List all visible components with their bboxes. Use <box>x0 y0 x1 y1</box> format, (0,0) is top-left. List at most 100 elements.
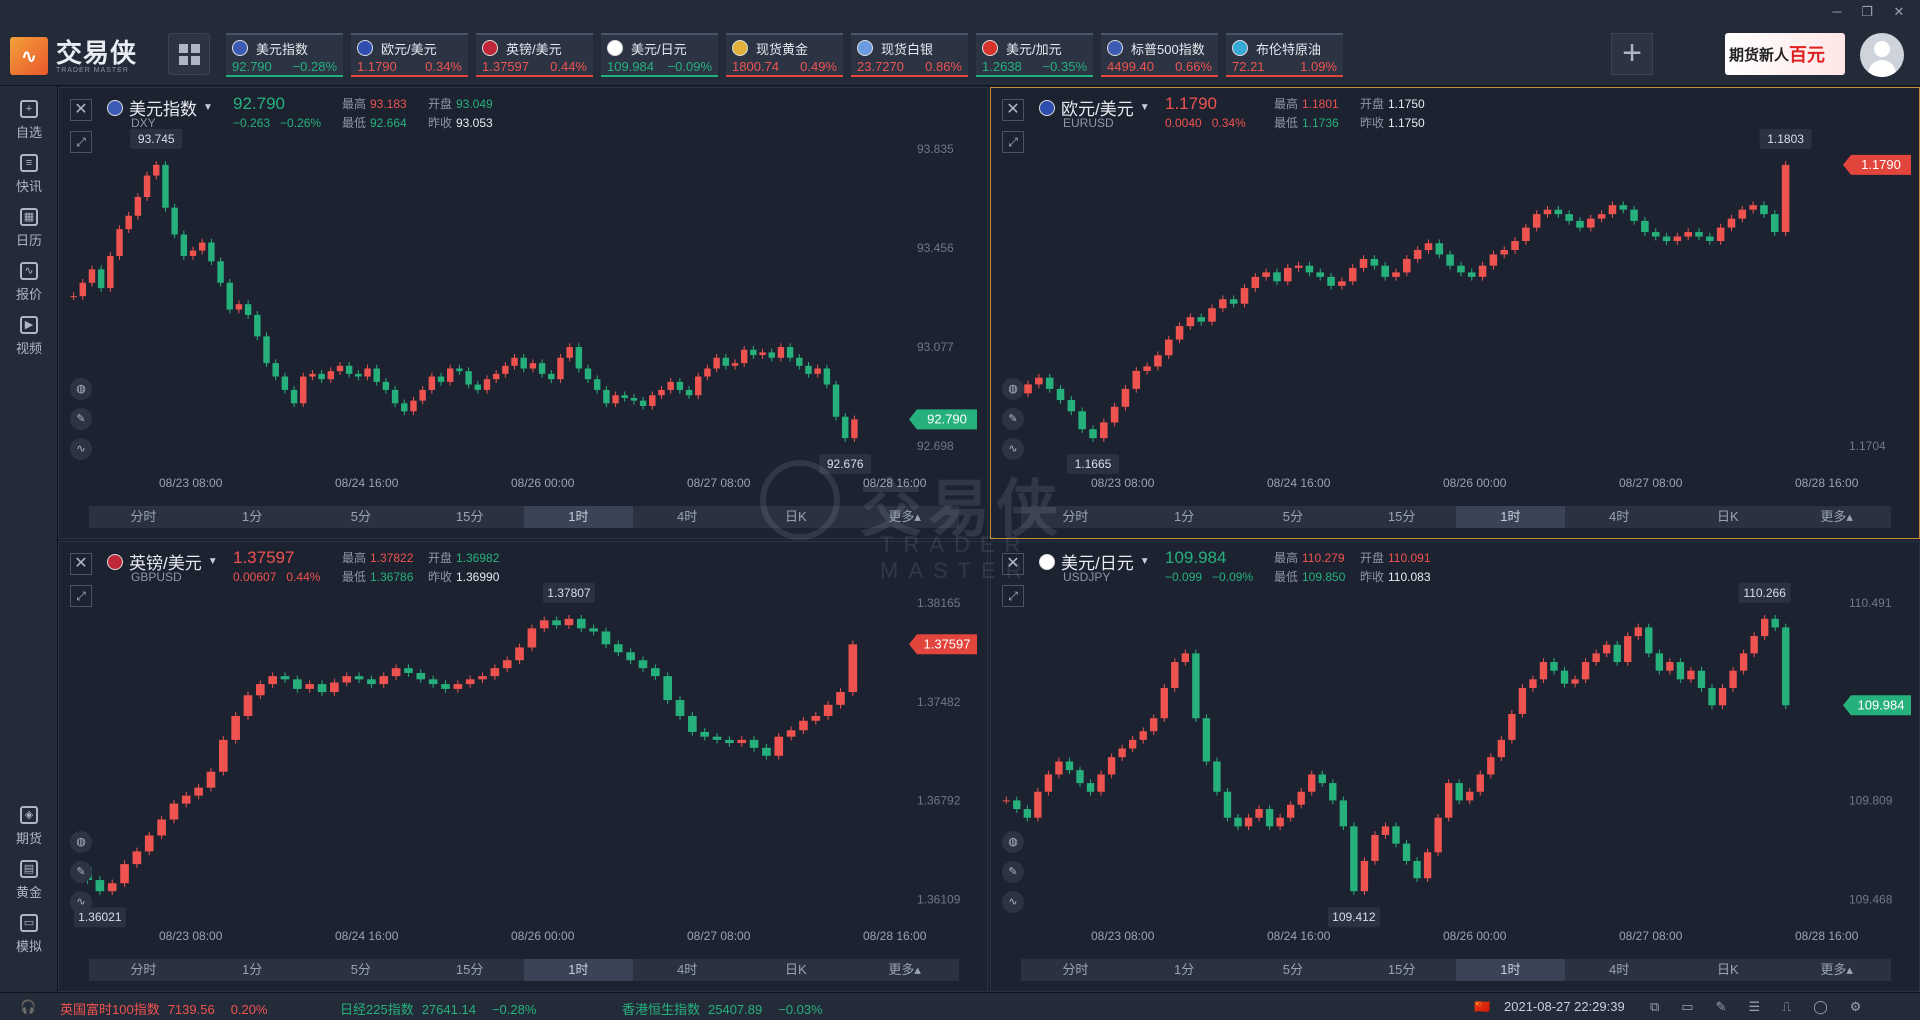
timeframe-tab[interactable]: 日K <box>1717 962 1739 977</box>
timeframe-tab[interactable]: 更多▴ <box>1820 962 1853 977</box>
draw-icon[interactable]: ✎ <box>70 408 92 430</box>
chart-panel[interactable]: 1.1704 08/23 08:00 08/24 16:00 08/26 00:00 0… <box>990 87 1920 539</box>
timeframe-tab[interactable]: 日K <box>785 962 807 977</box>
user-avatar[interactable] <box>1860 33 1904 77</box>
candle-body <box>685 389 693 396</box>
quote-card[interactable]: 标普500指数 4499.40 0.66% <box>1101 33 1218 77</box>
timeframe-tab[interactable]: 4时 <box>1609 509 1630 524</box>
timeframe-tab[interactable]: 4时 <box>1609 962 1630 977</box>
candle-body <box>1571 679 1579 684</box>
timeframe-tab[interactable]: 15分 <box>455 962 484 977</box>
quote-card[interactable]: 现货黄金 1800.74 0.49% <box>726 33 843 77</box>
quote-card[interactable]: 美元/加元 1.2638 −0.35% <box>976 33 1093 77</box>
timeframe-tab[interactable]: 1时 <box>524 506 633 528</box>
timeframe-tab[interactable]: 1时 <box>1456 959 1565 981</box>
chart-type-icon[interactable]: ∿ <box>1002 438 1024 460</box>
expand-icon[interactable]: ⤢ <box>70 131 92 153</box>
symbol-selector[interactable]: 英镑/美元 ▼ <box>107 549 218 574</box>
candle-body <box>1044 774 1053 792</box>
draw-icon[interactable]: ✎ <box>70 861 92 883</box>
draw-icon[interactable]: ✎ <box>1002 408 1024 430</box>
chart-panel[interactable]: 1.38165 1.37482 1.36792 1.36109 08/23 08:00 0… <box>58 541 988 992</box>
indicator-icon[interactable]: ◍ <box>1002 378 1024 400</box>
timeframe-tab[interactable]: 4时 <box>677 962 698 977</box>
expand-icon[interactable]: ⤢ <box>70 585 92 607</box>
quote-card[interactable]: 英镑/美元 1.37597 0.44% <box>476 33 593 77</box>
timeframe-tab[interactable]: 1时 <box>1456 506 1565 528</box>
restore-button[interactable]: ❐ <box>1861 4 1873 19</box>
timeframe-tab[interactable]: 分时 <box>1062 962 1089 977</box>
quote-card[interactable]: 布伦特原油 72.21 1.09% <box>1226 33 1343 77</box>
timeframe-tab[interactable]: 1时 <box>524 959 633 981</box>
timeframe-tab[interactable]: 15分 <box>1387 509 1416 524</box>
sidebar-item-期货[interactable]: ◈ 期货 <box>0 806 58 847</box>
timeframe-tab[interactable]: 日K <box>1717 509 1739 524</box>
layout-grid-button[interactable] <box>168 33 210 75</box>
timeframe-tab[interactable]: 分时 <box>130 962 157 977</box>
chart-type-icon[interactable]: ∿ <box>70 891 92 913</box>
sidebar-item-黄金[interactable]: ▤ 黄金 <box>0 860 58 901</box>
timeframe-tab[interactable]: 1分 <box>1174 962 1195 977</box>
timeframe-tab[interactable]: 15分 <box>1387 962 1416 977</box>
quote-card[interactable]: 美元/日元 109.984 −0.09% <box>601 33 718 77</box>
indicator-icon[interactable]: ◍ <box>70 378 92 400</box>
status-index[interactable]: 香港恒生指数 25407.89 −0.03% <box>622 999 839 1018</box>
indicator-icon[interactable]: ◍ <box>70 831 92 853</box>
price-stats: 最高 110.279 开盘 110.091 最低 109.850 昨收 110.083 <box>1274 549 1504 587</box>
close-panel-button[interactable]: ✕ <box>1002 99 1024 121</box>
indicator-icon[interactable]: ◍ <box>1002 831 1024 853</box>
app-logo[interactable]: ∿ 交易侠 TRADER MASTER <box>10 36 170 76</box>
timeframe-tab[interactable]: 日K <box>785 509 807 524</box>
sidebar-item-报价[interactable]: ∿ 报价 <box>0 262 58 303</box>
timeframe-tab[interactable]: 5分 <box>1282 509 1303 524</box>
expand-icon[interactable]: ⤢ <box>1002 131 1024 153</box>
close-panel-button[interactable]: ✕ <box>1002 553 1024 575</box>
timeframe-tab[interactable]: 1分 <box>242 509 263 524</box>
quote-card[interactable]: 欧元/美元 1.1790 0.34% <box>351 33 468 77</box>
timeframe-tab[interactable]: 5分 <box>350 962 371 977</box>
x-tick-label: 08/24 16:00 <box>1267 929 1331 943</box>
status-index[interactable]: 英国富时100指数 7139.56 0.20% <box>60 999 284 1018</box>
sidebar-item-视频[interactable]: ▶ 视频 <box>0 316 58 357</box>
sidebar-item-快讯[interactable]: ≡ 快讯 <box>0 154 58 195</box>
support-icon[interactable]: 🎧 <box>20 999 37 1014</box>
sidebar-item-日历[interactable]: ▦ 日历 <box>0 208 58 249</box>
symbol-selector[interactable]: 欧元/美元 ▼ <box>1039 95 1150 120</box>
timeframe-tab[interactable]: 更多▴ <box>888 509 921 524</box>
draw-icon[interactable]: ✎ <box>1002 861 1024 883</box>
expand-icon[interactable]: ⤢ <box>1002 585 1024 607</box>
close-panel-button[interactable]: ✕ <box>70 553 92 575</box>
candle-body <box>557 357 564 380</box>
timeframe-tab[interactable]: 分时 <box>1062 509 1089 524</box>
status-tools[interactable]: ⧉▭✎☰⎍◯⚙ <box>1650 999 1884 1014</box>
promo-banner[interactable]: 期货新人 百元 <box>1725 33 1845 75</box>
minimize-button[interactable]: ─ <box>1832 4 1842 19</box>
sidebar-item-模拟[interactable]: ▭ 模拟 <box>0 914 58 955</box>
candle-body <box>1076 770 1084 784</box>
timeframe-tab[interactable]: 1分 <box>242 962 263 977</box>
quote-change: −0.09% <box>667 59 712 74</box>
timeframe-tab[interactable]: 5分 <box>1282 962 1303 977</box>
sidebar-item-自选[interactable]: + 自选 <box>0 100 58 141</box>
quote-card[interactable]: 现货白银 23.7270 0.86% <box>851 33 968 77</box>
timeframe-tab[interactable]: 更多▴ <box>1820 509 1853 524</box>
timeframe-tab[interactable]: 更多▴ <box>888 962 921 977</box>
symbol-selector[interactable]: 美元指数 ▼ <box>107 95 213 120</box>
close-panel-button[interactable]: ✕ <box>70 99 92 121</box>
timeframe-tab[interactable]: 分时 <box>130 509 157 524</box>
timeframe-tab[interactable]: 1分 <box>1174 509 1195 524</box>
status-index[interactable]: 日经225指数 27641.14 −0.28% <box>340 999 552 1018</box>
quote-card[interactable]: 美元指数 92.790 −0.28% <box>226 33 343 77</box>
timeframe-tab[interactable]: 5分 <box>350 509 371 524</box>
candle-body <box>1035 377 1043 385</box>
close-window-button[interactable]: ✕ <box>1893 4 1905 19</box>
chart-type-icon[interactable]: ∿ <box>70 438 92 460</box>
symbol-selector[interactable]: 美元/日元 ▼ <box>1039 549 1150 574</box>
add-quote-button[interactable]: + <box>1611 33 1653 75</box>
timeframe-tab[interactable]: 15分 <box>455 509 484 524</box>
stats-row: 最高 110.279 开盘 110.091 <box>1274 549 1504 568</box>
chart-type-icon[interactable]: ∿ <box>1002 891 1024 913</box>
timeframe-tab[interactable]: 4时 <box>677 509 698 524</box>
chart-panel[interactable]: 93.835 93.456 93.077 92.698 08/23 08:00 08/24… <box>58 87 988 539</box>
